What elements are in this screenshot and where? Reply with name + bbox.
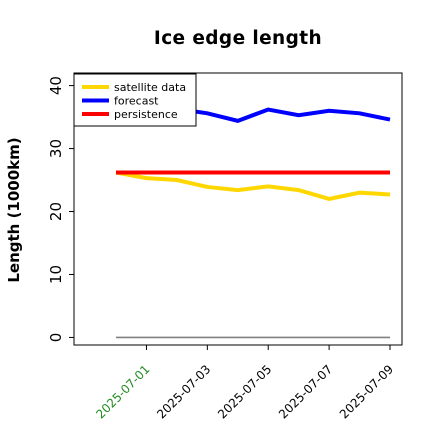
series-layer (115, 106, 391, 339)
y-tick-label: 10 (47, 265, 65, 284)
legend-label: satellite data (114, 81, 186, 94)
y-tick-label: 30 (47, 139, 65, 158)
series-line-satellite-data (115, 170, 391, 201)
axes-layer (73, 72, 403, 346)
chart-title: Ice edge length (154, 28, 322, 49)
y-tick-label: 0 (47, 333, 65, 343)
legend-label: forecast (114, 95, 159, 108)
legend-label: persistence (114, 108, 178, 121)
y-tick-label: 40 (47, 76, 65, 95)
y-tick-label: 20 (47, 202, 65, 221)
y-axis-label: Length (1000km) (5, 137, 23, 282)
plot-frame (73, 72, 403, 346)
series-line-forecast (176, 106, 391, 123)
